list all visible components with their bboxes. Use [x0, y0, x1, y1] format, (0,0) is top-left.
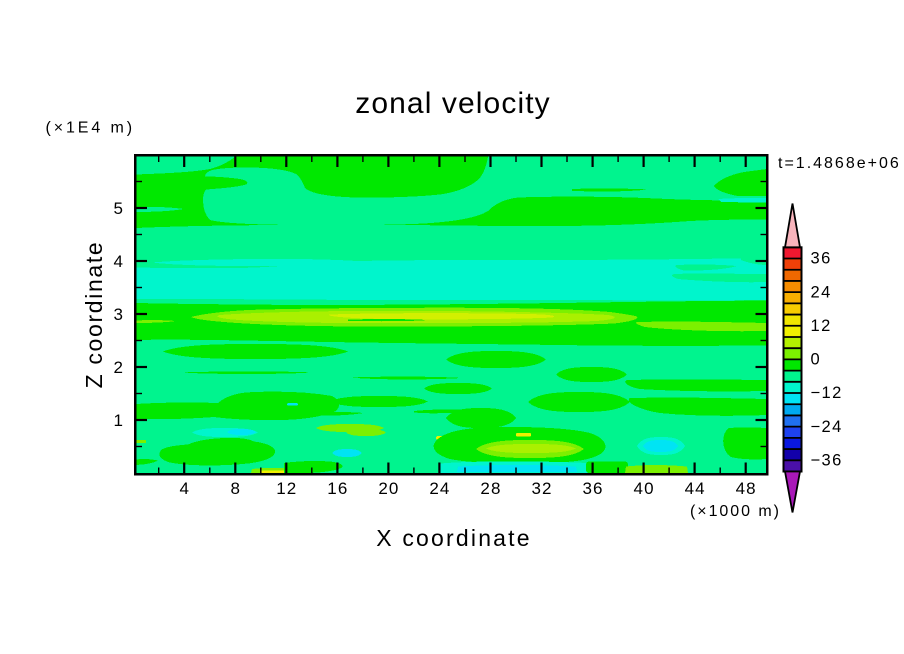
- svg-text:44: 44: [685, 479, 706, 498]
- svg-text:X coordinate: X coordinate: [376, 525, 532, 551]
- svg-text:40: 40: [634, 479, 655, 498]
- svg-text:zonal velocity: zonal velocity: [355, 87, 551, 120]
- svg-text:36: 36: [811, 250, 832, 268]
- svg-text:12: 12: [276, 479, 297, 498]
- svg-text:0: 0: [811, 351, 822, 369]
- svg-text:5: 5: [114, 199, 123, 218]
- svg-text:3: 3: [114, 305, 123, 324]
- svg-text:4: 4: [179, 479, 190, 498]
- svg-text:20: 20: [378, 479, 399, 498]
- svg-text:(×1000 m): (×1000 m): [690, 503, 781, 520]
- svg-text:−24: −24: [811, 418, 843, 436]
- svg-text:−12: −12: [811, 384, 843, 402]
- svg-text:−36: −36: [811, 452, 843, 470]
- svg-text:36: 36: [583, 479, 604, 498]
- svg-text:1: 1: [114, 411, 123, 430]
- svg-text:12: 12: [811, 317, 832, 335]
- svg-text:2: 2: [114, 358, 123, 377]
- svg-text:Z coordinate: Z coordinate: [81, 241, 107, 389]
- svg-text:t=1.4868e+06: t=1.4868e+06: [778, 155, 901, 172]
- svg-text:16: 16: [327, 479, 348, 498]
- svg-text:28: 28: [480, 479, 501, 498]
- svg-text:(×1E4 m): (×1E4 m): [46, 120, 135, 137]
- svg-text:8: 8: [230, 479, 241, 498]
- svg-text:32: 32: [531, 479, 552, 498]
- svg-text:24: 24: [429, 479, 450, 498]
- svg-text:24: 24: [811, 283, 832, 301]
- svg-text:48: 48: [736, 479, 757, 498]
- svg-text:4: 4: [114, 252, 123, 271]
